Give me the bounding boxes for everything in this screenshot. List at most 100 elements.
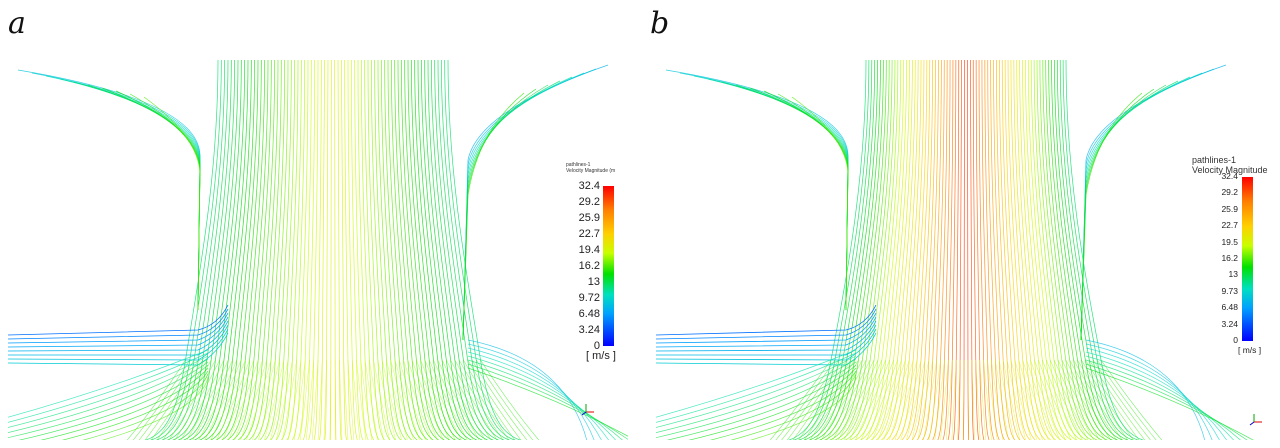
jet-pathline	[232, 60, 272, 440]
entrainment-pathline-right	[462, 92, 525, 341]
jet-pathline-lower	[234, 359, 263, 440]
jet-pathline	[880, 60, 919, 440]
jet-pathline	[1022, 60, 1067, 440]
pathline-plot-a: pathlines-1 Velocity Magnitude (m 32.4 29…	[8, 60, 628, 440]
jet-pathline	[248, 60, 282, 440]
jet-pathline-lower	[894, 359, 918, 440]
jet-pathline	[407, 60, 456, 440]
panel-label-a: a	[8, 6, 26, 41]
spreading-pathline	[709, 370, 857, 440]
jet-pathline	[875, 60, 916, 440]
legend-tick-label: 25.9	[578, 212, 600, 224]
jet-pathline	[1042, 60, 1103, 440]
jet-pathline-lower	[386, 359, 408, 440]
jet-pathline	[1036, 60, 1093, 440]
jet-pathline	[1065, 60, 1145, 440]
jet-pathline-lower	[299, 359, 310, 440]
jet-pathline-lower	[323, 359, 327, 440]
jet-pathline	[1004, 60, 1036, 440]
jet-pathline	[188, 60, 246, 440]
jet-pathline-lower	[1022, 359, 1049, 440]
spreading-pathline	[40, 367, 209, 440]
jet-pathline	[860, 60, 907, 440]
jet-pathline-lower	[240, 359, 268, 440]
entrainment-pathline	[777, 93, 849, 311]
spreading-pathline-right	[467, 339, 587, 440]
wall-pathline	[8, 312, 229, 344]
jet-pathline-lower	[424, 359, 462, 440]
jet-pathline	[952, 60, 960, 440]
jet-pathline-lower	[420, 359, 456, 440]
jet-pathline	[166, 60, 232, 440]
jet-pathline-lower	[860, 359, 894, 440]
jet-pathline	[1007, 60, 1041, 440]
legend-title-line1: pathlines-1	[1192, 155, 1237, 165]
wall-pathline	[656, 316, 877, 348]
spreading-pathline	[18, 364, 209, 440]
entrainment-pathline-right	[462, 88, 537, 341]
jet-pathline	[1027, 60, 1077, 440]
spreading-pathline	[61, 370, 209, 440]
jet-pathline	[975, 60, 985, 440]
jet-pathline-lower	[983, 359, 992, 440]
jet-pathline-lower	[872, 359, 902, 440]
jet-pathline-lower	[971, 359, 975, 440]
jet-pathline-lower	[343, 359, 349, 440]
jet-pathline-lower	[162, 359, 212, 440]
jet-pathline-lower	[180, 359, 225, 440]
jet-pathline	[253, 60, 286, 440]
jet-pathline	[870, 60, 913, 440]
jet-pathline	[424, 60, 483, 440]
jet-pathline	[996, 60, 1021, 440]
jet-pathline-lower	[967, 359, 970, 440]
jet-pathline-lower	[246, 359, 272, 440]
jet-pathline-lower	[347, 359, 355, 440]
jet-pathline	[404, 60, 451, 440]
jet-pathline	[798, 60, 873, 440]
wall-pathline	[8, 308, 229, 340]
entrainment-pathline-right	[1080, 84, 1167, 341]
entrainment-pathline-right	[1080, 68, 1215, 341]
jet-pathline	[447, 60, 522, 440]
jet-pathline	[400, 60, 445, 440]
entrainment-pathline-right	[1080, 76, 1191, 341]
wall-pathline	[8, 320, 229, 352]
jet-pathline	[259, 60, 289, 440]
jet-pathline-lower	[228, 359, 259, 440]
entrainment-pathline-right	[462, 76, 573, 341]
entrainment-pathline	[87, 84, 201, 311]
spreading-pathline-right	[1085, 351, 1227, 440]
jet-pathline-lower	[351, 359, 361, 440]
jet-pathline	[803, 60, 876, 440]
jet-pathline	[440, 60, 511, 440]
jet-pathline-lower	[329, 359, 332, 440]
jet-pathline-lower	[293, 359, 306, 440]
wall-pathline	[8, 324, 229, 356]
jet-pathline-lower	[975, 359, 981, 440]
spreading-pathline-right	[1085, 359, 1241, 440]
jet-pathline-lower	[957, 359, 961, 440]
jet-pathline	[1056, 60, 1129, 440]
jet-pathline-lower	[204, 359, 242, 440]
legend-tick-label: 25.9	[1221, 203, 1238, 214]
jet-pathline	[839, 60, 896, 440]
jet-pathline	[430, 60, 494, 440]
jet-pathline-lower	[192, 359, 233, 440]
jet-pathline-lower	[917, 359, 934, 440]
jet-pathline	[350, 60, 364, 440]
jet-pathline	[427, 60, 489, 440]
jet-pathline	[1059, 60, 1134, 440]
spreading-pathline	[101, 376, 209, 440]
jet-pathline-lower	[198, 359, 238, 440]
jet-pathline-lower	[411, 359, 444, 440]
spreading-pathline-right	[1085, 363, 1248, 440]
jet-pathline	[275, 60, 299, 440]
legend-tick-label: 32.4	[578, 180, 600, 192]
jet-pathline-lower	[1010, 359, 1032, 440]
velocity-legend-b: pathlines-1 Velocity Magnitude 32.4 29.2 2…	[1186, 155, 1276, 365]
spreading-pathline	[8, 355, 209, 428]
jet-pathline-lower	[928, 359, 941, 440]
jet-pathline	[1039, 60, 1098, 440]
jet-pathline-lower	[911, 359, 930, 440]
spreading-pathline-right	[467, 363, 628, 440]
